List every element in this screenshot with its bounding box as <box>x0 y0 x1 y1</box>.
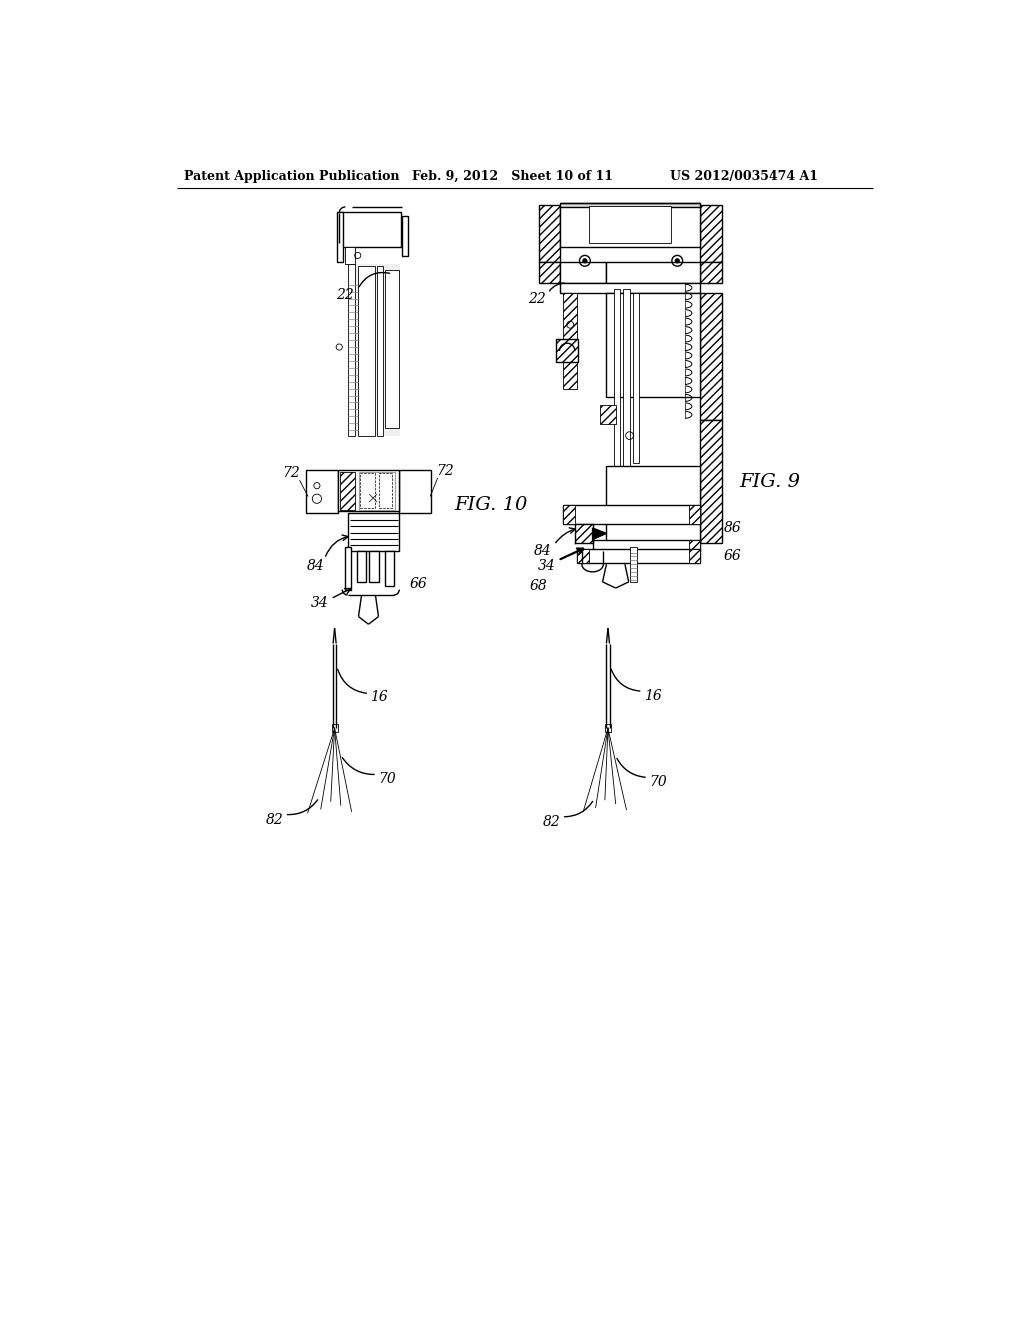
Bar <box>563 506 700 524</box>
Bar <box>560 284 700 293</box>
Text: 86: 86 <box>724 521 741 535</box>
Text: 72: 72 <box>282 466 300 479</box>
Bar <box>606 293 700 397</box>
Text: Patent Application Publication: Patent Application Publication <box>184 169 400 182</box>
Bar <box>359 471 394 510</box>
Bar <box>339 470 398 511</box>
Bar <box>578 549 589 562</box>
Bar <box>591 207 670 242</box>
Text: 34: 34 <box>538 560 555 573</box>
Text: 82: 82 <box>265 813 284 826</box>
Bar <box>563 506 574 524</box>
Bar <box>560 205 700 247</box>
Bar <box>606 263 700 284</box>
Bar <box>370 552 379 582</box>
Text: US 2012/0035474 A1: US 2012/0035474 A1 <box>670 169 817 182</box>
Bar <box>357 267 375 436</box>
Bar <box>377 267 383 436</box>
Text: 70: 70 <box>378 772 396 785</box>
Text: 22: 22 <box>528 292 546 305</box>
Bar <box>700 205 722 263</box>
Bar <box>700 263 722 284</box>
Text: 66: 66 <box>410 577 427 591</box>
Bar <box>539 263 560 284</box>
Circle shape <box>676 259 679 263</box>
Polygon shape <box>593 528 606 540</box>
Text: 16: 16 <box>371 690 388 705</box>
Bar <box>348 264 355 436</box>
Bar <box>590 206 671 243</box>
Bar <box>630 548 637 582</box>
Bar <box>578 549 700 562</box>
Bar <box>606 466 700 544</box>
Bar <box>689 549 700 562</box>
Bar <box>332 725 338 733</box>
Text: Feb. 9, 2012   Sheet 10 of 11: Feb. 9, 2012 Sheet 10 of 11 <box>412 169 612 182</box>
Bar <box>539 205 560 263</box>
Bar <box>700 293 722 420</box>
Bar <box>624 289 630 466</box>
Text: FIG. 10: FIG. 10 <box>454 496 527 513</box>
Text: 70: 70 <box>649 775 667 789</box>
Text: 84: 84 <box>306 558 325 573</box>
Bar <box>401 216 408 256</box>
Bar <box>348 512 399 552</box>
Bar <box>600 405 615 424</box>
Polygon shape <box>574 524 593 544</box>
Bar <box>350 516 397 549</box>
Bar <box>689 506 700 524</box>
Text: FIG. 9: FIG. 9 <box>739 473 800 491</box>
Text: 16: 16 <box>644 689 662 702</box>
Text: 66: 66 <box>724 549 741 564</box>
Text: 84: 84 <box>534 544 551 558</box>
Bar <box>689 540 700 552</box>
Bar <box>357 552 367 582</box>
Bar <box>605 725 611 733</box>
Bar <box>345 548 351 590</box>
Bar <box>337 213 343 263</box>
Bar <box>398 470 431 512</box>
Bar <box>556 339 578 363</box>
Text: 72: 72 <box>436 465 454 478</box>
Text: 82: 82 <box>543 816 560 829</box>
Bar <box>700 420 722 544</box>
Bar <box>385 271 398 428</box>
Bar <box>379 474 392 508</box>
Circle shape <box>583 259 587 263</box>
Bar <box>574 524 593 544</box>
Bar <box>345 247 355 264</box>
Bar <box>340 471 355 510</box>
Bar <box>306 470 339 512</box>
Bar <box>593 540 700 552</box>
Bar <box>560 263 606 284</box>
Bar <box>560 203 700 207</box>
Text: 22: 22 <box>336 288 353 302</box>
Bar <box>633 293 639 462</box>
Bar <box>614 289 621 466</box>
Bar <box>360 474 376 508</box>
Bar <box>348 264 400 436</box>
Text: 34: 34 <box>311 597 329 610</box>
Bar <box>385 552 394 586</box>
Text: 68: 68 <box>529 578 548 593</box>
Bar <box>563 293 578 389</box>
Bar <box>339 213 400 247</box>
